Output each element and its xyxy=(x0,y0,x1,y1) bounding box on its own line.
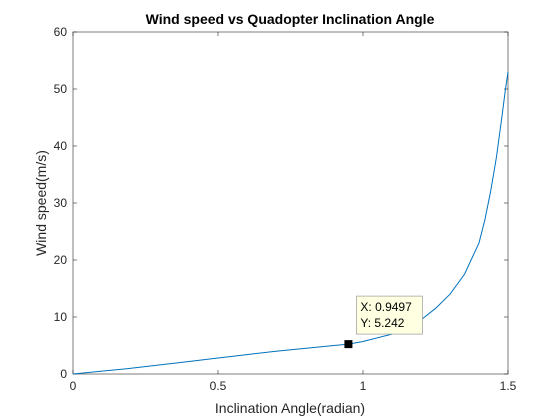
y-tick-label: 60 xyxy=(54,25,68,39)
x-axis-label: Inclination Angle(radian) xyxy=(215,400,365,416)
series-line xyxy=(72,71,509,375)
y-tick-label: 10 xyxy=(54,310,68,324)
y-axis-label: Wind speed(m/s) xyxy=(33,150,49,256)
datatip-y-text: Y: 5.242 xyxy=(360,316,404,330)
axes-background xyxy=(72,31,509,375)
datatip-x-text: X: 0.9497 xyxy=(360,300,412,314)
axis-tick-labels: 0 0.5 1 1.5 0 10 20 30 40 50 60 xyxy=(54,25,517,393)
chart-title: Wind speed vs Quadopter Inclination Angl… xyxy=(146,11,435,27)
datatip-box[interactable] xyxy=(356,295,423,335)
y-tick-label: 0 xyxy=(60,367,67,381)
x-tick-label: 1.5 xyxy=(500,379,517,393)
axis-ticks xyxy=(72,31,509,375)
y-tick-label: 40 xyxy=(54,139,68,153)
x-tick-label: 1 xyxy=(360,379,367,393)
y-tick-label: 50 xyxy=(54,82,68,96)
datatip[interactable]: X: 0.9497 Y: 5.242 xyxy=(344,295,423,349)
y-tick-label: 30 xyxy=(54,196,68,210)
y-tick-label: 20 xyxy=(54,253,68,267)
x-tick-label: 0.5 xyxy=(210,379,227,393)
datatip-marker[interactable] xyxy=(344,340,353,349)
x-tick-label: 0 xyxy=(70,379,77,393)
